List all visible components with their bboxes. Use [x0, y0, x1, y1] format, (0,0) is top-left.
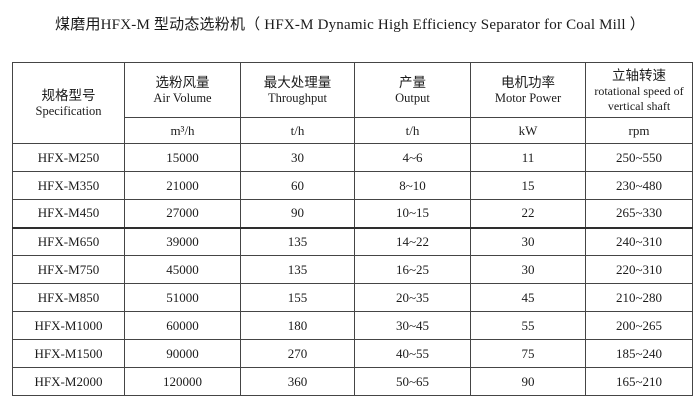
table-row: HFX-M450 27000 90 10~15 22 265~330	[12, 199, 693, 229]
value-cell-output: 16~25	[354, 255, 471, 284]
table-row: HFX-M250 15000 30 4~6 11 250~550	[12, 143, 693, 172]
model-cell: HFX-M750	[12, 255, 125, 284]
header-zh-label: 立轴转速	[612, 67, 666, 83]
value-cell-rotational-speed: 220~310	[585, 255, 693, 284]
value-cell-motor-power: 30	[470, 227, 586, 256]
col-header-output: 产量 Output	[354, 62, 471, 118]
col-header-air-volume: 选粉风量 Air Volume	[124, 62, 241, 118]
value-cell-air-volume: 21000	[124, 171, 241, 200]
value-cell-rotational-speed: 250~550	[585, 143, 693, 172]
header-zh-label: 规格型号	[41, 87, 96, 103]
value-cell-rotational-speed: 240~310	[585, 227, 693, 256]
value-cell-motor-power: 75	[470, 339, 586, 368]
table-row: HFX-M350 21000 60 8~10 15 230~480	[12, 171, 693, 200]
header-en-label: Output	[395, 91, 430, 106]
table-body: HFX-M250 15000 30 4~6 11 250~550 HFX-M350 21000…	[12, 143, 693, 396]
value-cell-output: 20~35	[354, 283, 471, 312]
model-cell: HFX-M450	[12, 199, 125, 229]
value-cell-output: 4~6	[354, 143, 471, 172]
value-cell-air-volume: 90000	[124, 339, 241, 368]
model-cell: HFX-M650	[12, 227, 125, 256]
value-cell-air-volume: 60000	[124, 311, 241, 340]
value-cell-output: 8~10	[354, 171, 471, 200]
value-cell-rotational-speed: 185~240	[585, 339, 693, 368]
model-cell: HFX-M1500	[12, 339, 125, 368]
value-cell-throughput: 60	[240, 171, 355, 200]
value-cell-air-volume: 15000	[124, 143, 241, 172]
value-cell-motor-power: 11	[470, 143, 586, 172]
value-cell-rotational-speed: 210~280	[585, 283, 693, 312]
value-cell-throughput: 360	[240, 367, 355, 396]
model-cell: HFX-M250	[12, 143, 125, 172]
value-cell-output: 14~22	[354, 227, 471, 256]
value-cell-motor-power: 30	[470, 255, 586, 284]
model-cell: HFX-M2000	[12, 367, 125, 396]
header-en-label: Air Volume	[153, 91, 212, 106]
value-cell-air-volume: 120000	[124, 367, 241, 396]
table-row: HFX-M650 39000 135 14~22 30 240~310	[12, 227, 693, 256]
value-cell-throughput: 135	[240, 255, 355, 284]
value-cell-rotational-speed: 265~330	[585, 199, 693, 229]
value-cell-output: 30~45	[354, 311, 471, 340]
value-cell-throughput: 155	[240, 283, 355, 312]
value-cell-throughput: 270	[240, 339, 355, 368]
model-cell: HFX-M1000	[12, 311, 125, 340]
value-cell-air-volume: 45000	[124, 255, 241, 284]
value-cell-motor-power: 45	[470, 283, 586, 312]
unit-cell-air-volume: m³/h	[124, 117, 241, 144]
value-cell-throughput: 30	[240, 143, 355, 172]
value-cell-motor-power: 55	[470, 311, 586, 340]
value-cell-throughput: 90	[240, 199, 355, 229]
value-cell-air-volume: 51000	[124, 283, 241, 312]
header-en-label: Throughput	[267, 91, 328, 106]
unit-cell-output: t/h	[354, 117, 471, 144]
value-cell-rotational-speed: 230~480	[585, 171, 693, 200]
header-zh-label: 最大处理量	[263, 74, 332, 90]
value-cell-output: 10~15	[354, 199, 471, 229]
header-zh-label: 选粉风量	[155, 74, 210, 90]
table-row: HFX-M850 51000 155 20~35 45 210~280	[12, 283, 693, 312]
col-header-motor-power: 电机功率 Motor Power	[470, 62, 586, 118]
header-en-label: Specification	[35, 104, 102, 119]
value-cell-motor-power: 22	[470, 199, 586, 229]
col-header-specification: 规格型号 Specification	[12, 62, 125, 144]
header-en-label: rotational speed of vertical shaft	[594, 84, 684, 113]
col-header-throughput: 最大处理量 Throughput	[240, 62, 355, 118]
table-row: HFX-M750 45000 135 16~25 30 220~310	[12, 255, 693, 284]
value-cell-throughput: 135	[240, 227, 355, 256]
col-header-rotational-speed: 立轴转速 rotational speed of vertical shaft	[585, 62, 693, 118]
unit-cell-rotational-speed: rpm	[585, 117, 693, 144]
unit-cell-motor-power: kW	[470, 117, 586, 144]
header-en-label: Motor Power	[494, 91, 562, 106]
spec-table: 规格型号 Specification 选粉风量 Air Volume 最大处理量 Thro…	[12, 62, 693, 396]
page-title: 煤磨用HFX-M 型动态选粉机（ HFX-M Dynamic High Effi…	[55, 17, 645, 33]
table-row: HFX-M1500 90000 270 40~55 75 185~240	[12, 339, 693, 368]
value-cell-rotational-speed: 165~210	[585, 367, 693, 396]
table-row: HFX-M2000 120000 360 50~65 90 165~210	[12, 367, 693, 396]
value-cell-motor-power: 15	[470, 171, 586, 200]
value-cell-output: 40~55	[354, 339, 471, 368]
value-cell-throughput: 180	[240, 311, 355, 340]
value-cell-motor-power: 90	[470, 367, 586, 396]
value-cell-air-volume: 27000	[124, 199, 241, 229]
header-zh-label: 产量	[399, 74, 426, 90]
header-zh-label: 电机功率	[501, 74, 555, 90]
unit-cell-throughput: t/h	[240, 117, 355, 144]
model-cell: HFX-M850	[12, 283, 125, 312]
model-cell: HFX-M350	[12, 171, 125, 200]
value-cell-air-volume: 39000	[124, 227, 241, 256]
table-row: HFX-M1000 60000 180 30~45 55 200~265	[12, 311, 693, 340]
table-header: 规格型号 Specification 选粉风量 Air Volume 最大处理量 Thro…	[12, 62, 693, 144]
value-cell-rotational-speed: 200~265	[585, 311, 693, 340]
value-cell-output: 50~65	[354, 367, 471, 396]
